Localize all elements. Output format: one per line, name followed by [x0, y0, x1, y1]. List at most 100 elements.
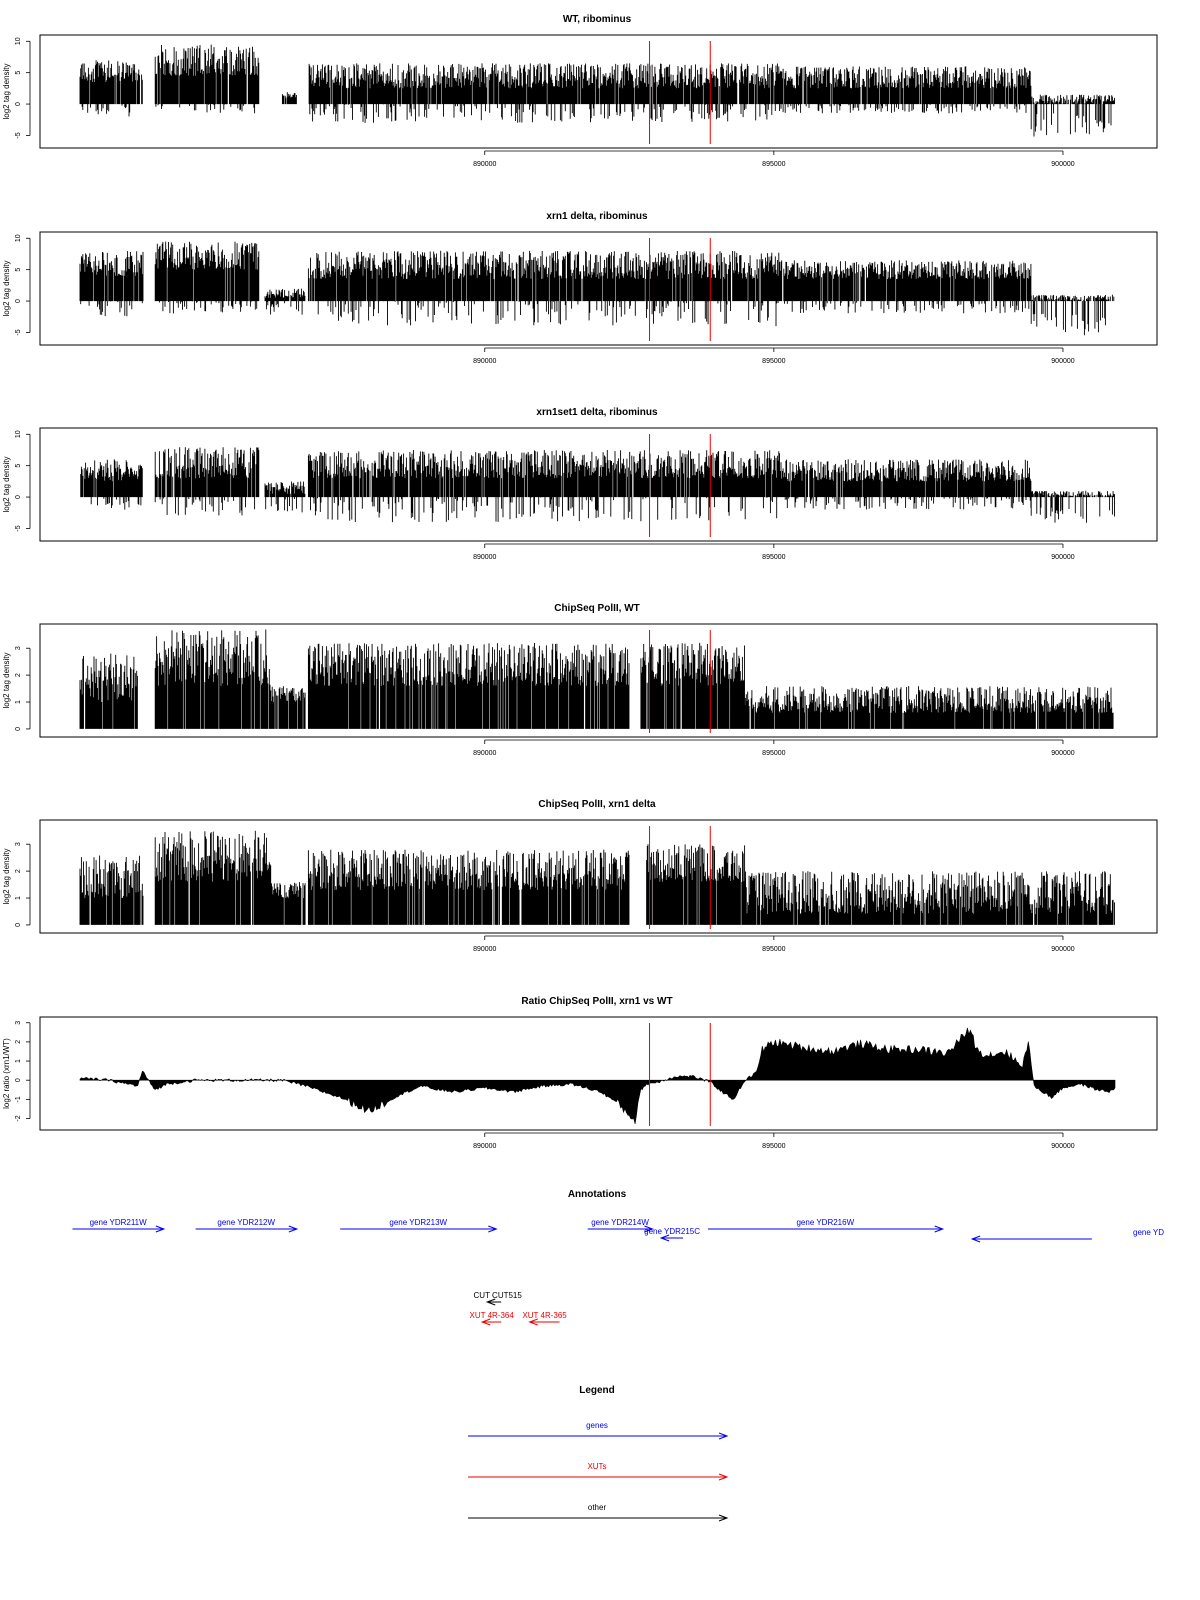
legend-items: genes XUTs other	[468, 1421, 729, 1522]
y-tick-label: 5	[15, 268, 22, 272]
data-marks	[79, 1027, 1116, 1124]
track-panel-5: ChipSeq PolII, xrn1 delta log2 tag densit…	[2, 799, 1158, 953]
legend-title: Legend	[579, 1385, 615, 1396]
y-tick-label: 5	[15, 71, 22, 75]
panel-title: WT, ribominus	[563, 14, 632, 25]
other-label: CUT CUT515	[474, 1291, 523, 1300]
y-tick-label: 5	[15, 464, 22, 468]
gene-label: gene YD	[1133, 1228, 1164, 1237]
xut-label: XUT 4R-364	[470, 1311, 515, 1320]
gene-arrow	[587, 1225, 654, 1233]
y-tick-label: 1	[15, 700, 22, 704]
gene-label: gene YDR216W	[796, 1218, 854, 1227]
data-marks	[80, 447, 1115, 523]
plot-frame	[39, 623, 1158, 738]
gene-label: gene YDR213W	[389, 1218, 447, 1227]
x-tick-label: 890000	[473, 946, 496, 953]
legend-label: other	[588, 1503, 607, 1512]
y-tick-label: 10	[15, 430, 22, 438]
gene-label: gene YDR214W	[591, 1218, 649, 1227]
arrow-head	[488, 1225, 498, 1233]
y-tick-label: 0	[15, 495, 22, 499]
panel-title: ChipSeq PolII, xrn1 delta	[538, 799, 656, 810]
data-bars	[79, 830, 1115, 925]
y-tick-label: -1	[15, 1096, 22, 1102]
ratio-area	[79, 1027, 1116, 1124]
arrow-head	[155, 1225, 166, 1233]
legend-arrow-genes	[468, 1432, 729, 1440]
plot-frame	[39, 231, 1158, 346]
track-panel-4: ChipSeq PolII, WT log2 tag density 0 1 2 3 890…	[2, 603, 1158, 757]
data-bars	[79, 241, 1115, 336]
y-tick-label: -5	[15, 132, 22, 138]
y-tick-label: 2	[15, 869, 22, 873]
arrow-head	[485, 1298, 496, 1306]
y-tick-label: 0	[15, 923, 22, 927]
gene-label: gene YDR215C	[644, 1227, 700, 1236]
data-marks	[79, 44, 1115, 137]
legend-label: genes	[586, 1421, 608, 1430]
y-axis-label: log2 tag density	[2, 260, 11, 316]
arrow-head	[718, 1473, 729, 1481]
plot-frame	[39, 427, 1158, 542]
panel-title: Ratio ChipSeq PolII, xrn1 vs WT	[521, 996, 672, 1007]
y-tick-label: -5	[15, 329, 22, 335]
arrow-head	[718, 1432, 729, 1440]
x-tick-label: 895000	[762, 946, 785, 953]
data-bars	[80, 447, 1115, 523]
x-tick-label: 900000	[1051, 161, 1074, 168]
x-tick-label: 890000	[473, 161, 496, 168]
legend-arrow-other	[468, 1514, 729, 1522]
x-tick-label: 900000	[1051, 1143, 1074, 1150]
y-axis-label: log2 tag density	[2, 848, 11, 904]
track-panel-3: xrn1set1 delta, ribominus log2 tag densit…	[2, 407, 1158, 561]
gene-label: gene YDR212W	[217, 1218, 275, 1227]
gene-arrow	[195, 1225, 299, 1233]
plot-frame	[39, 1016, 1158, 1131]
arrow-head	[934, 1225, 945, 1233]
other-arrow	[485, 1298, 502, 1306]
x-tick-label: 890000	[473, 1143, 496, 1150]
y-tick-label: 1	[15, 896, 22, 900]
plot-frame	[39, 819, 1158, 934]
gene-arrow	[340, 1225, 498, 1233]
arrow-head	[528, 1318, 538, 1326]
plot-frame	[39, 34, 1158, 149]
xut-arrow	[480, 1318, 502, 1326]
x-tick-label: 900000	[1051, 554, 1074, 561]
y-tick-label: -5	[15, 525, 22, 531]
track-panel-1: WT, ribominus log2 tag density -5 0 5 10 89000…	[2, 14, 1158, 168]
x-tick-label: 895000	[762, 554, 785, 561]
y-axis-label: log2 ratio (xrn1/WT)	[2, 1038, 11, 1109]
data-marks	[79, 830, 1115, 925]
x-tick-label: 900000	[1051, 946, 1074, 953]
panel-title: xrn1set1 delta, ribominus	[536, 407, 658, 418]
data-bars	[79, 44, 1115, 137]
y-axis-label: log2 tag density	[2, 63, 11, 119]
arrow-head	[288, 1225, 299, 1233]
x-tick-label: 895000	[762, 161, 785, 168]
y-tick-label: 10	[15, 37, 22, 45]
panel-title: ChipSeq PolII, WT	[554, 603, 640, 614]
legend-label: XUTs	[587, 1462, 606, 1471]
y-axis-label: log2 tag density	[2, 456, 11, 512]
xut-arrow	[528, 1318, 560, 1326]
y-axis-label: log2 tag density	[2, 652, 11, 708]
y-tick-label: 0	[15, 727, 22, 731]
x-tick-label: 890000	[473, 358, 496, 365]
data-marks	[79, 629, 1114, 729]
y-tick-label: 3	[15, 1021, 22, 1025]
y-tick-label: 2	[15, 1040, 22, 1044]
x-tick-label: 900000	[1051, 750, 1074, 757]
annotations-track: Annotations gene YDR211W gene YDR212W gene…	[72, 1189, 1164, 1326]
x-tick-label: 890000	[473, 750, 496, 757]
x-tick-label: 890000	[473, 554, 496, 561]
annotation-items: gene YDR211W gene YDR212W gene YDR213W gene…	[72, 1218, 1164, 1326]
y-tick-label: 0	[15, 1078, 22, 1082]
y-tick-label: 3	[15, 842, 22, 846]
gene-arrow	[659, 1234, 684, 1242]
y-tick-label: 2	[15, 673, 22, 677]
annotations-title: Annotations	[568, 1189, 627, 1200]
